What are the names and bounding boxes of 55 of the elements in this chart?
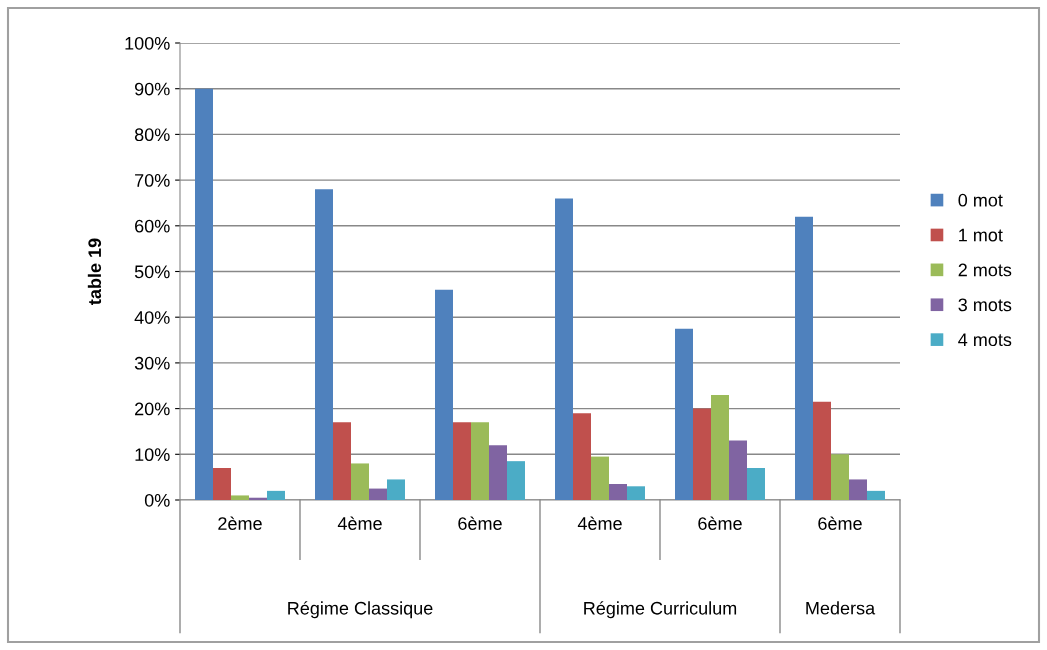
text: Régime Curriculum [584, 601, 737, 619]
x-tick-label: 4ème [337, 516, 382, 530]
bar [489, 445, 507, 500]
y-tick-label: 50% [134, 265, 170, 279]
bar [627, 486, 645, 500]
y-axis-title: table 19 [87, 238, 102, 305]
legend-label: 3 mots [958, 298, 1012, 312]
y-tick-label: 10% [135, 448, 170, 462]
text: Régime Classique [288, 601, 433, 619]
bar [507, 461, 525, 500]
y-tick-label: 80% [134, 128, 170, 142]
bar [609, 484, 627, 500]
bar [711, 394, 729, 500]
bar [555, 198, 573, 500]
x-tick-label: 6ème [698, 516, 742, 530]
x-tick-label: 6ème [458, 516, 502, 530]
bar [729, 440, 747, 500]
bar [813, 401, 831, 500]
bar [675, 328, 693, 500]
bar [315, 189, 333, 500]
bar [351, 463, 369, 500]
bar [591, 456, 609, 500]
bar [795, 216, 813, 500]
bar [435, 289, 453, 500]
bar [693, 408, 711, 500]
bar [333, 422, 351, 500]
bar [369, 488, 387, 500]
y-tick-label: 30% [134, 356, 170, 370]
y-tick-label: 100% [125, 36, 170, 50]
x-tick-label: 4ème [577, 516, 622, 530]
bar [213, 468, 231, 500]
x-tick-label: 2ème [218, 516, 262, 530]
y-tick-label: 70% [135, 174, 170, 187]
bar [453, 422, 471, 500]
legend-label: 1 mot [959, 228, 1003, 242]
y-tick-label: 90% [134, 82, 170, 96]
bar [831, 454, 849, 500]
text: Medersa [806, 601, 876, 615]
bar [195, 88, 213, 500]
bar [471, 422, 489, 500]
y-tick-label: 20% [135, 402, 170, 416]
bar [267, 490, 285, 500]
legend-label: 0 mot [958, 193, 1003, 207]
bar [231, 495, 249, 500]
legend-label: 2 mots [958, 263, 1012, 277]
bar [867, 490, 885, 500]
y-tick-label: 0% [144, 493, 170, 507]
legend-label: 4 mots [958, 333, 1012, 347]
bar [573, 413, 591, 500]
y-tick-label: 60% [135, 219, 170, 233]
x-tick-label: 6ème [818, 516, 862, 530]
y-tick-label: 40% [134, 311, 170, 324]
bar [747, 468, 765, 500]
bar [849, 479, 867, 500]
bar [387, 479, 405, 500]
